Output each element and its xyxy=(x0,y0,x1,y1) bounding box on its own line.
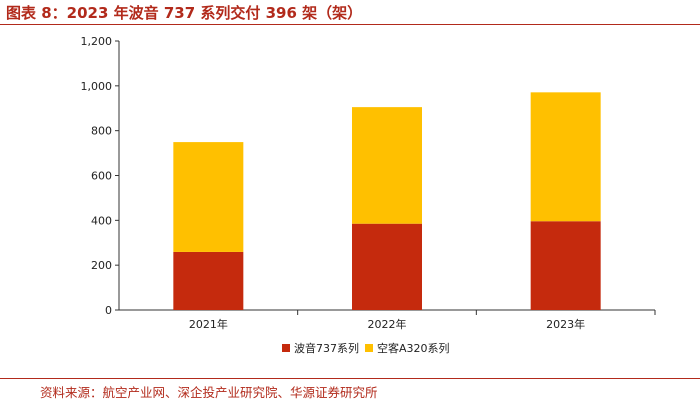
legend-label: 波音737系列 xyxy=(294,341,359,355)
y-tick-label: 400 xyxy=(91,214,112,227)
bar-segment xyxy=(173,251,244,310)
y-tick-label: 1,000 xyxy=(81,80,113,93)
chart-ticks: 0 200 400 600 800 1,000 1,200 2021年 2022年 2023年 xyxy=(81,35,656,331)
y-tick-label: 600 xyxy=(91,170,112,183)
bar-segment xyxy=(173,142,244,252)
bar-segment xyxy=(352,107,422,224)
x-tick-label: 2021年 xyxy=(189,317,228,331)
y-tick-label: 800 xyxy=(91,125,112,138)
legend-swatch xyxy=(365,344,373,352)
source-divider xyxy=(0,378,700,379)
bar-segment xyxy=(530,221,601,310)
bar-segment xyxy=(530,92,601,222)
source-note: 资料来源：航空产业网、深企投产业研究院、华源证券研究所 xyxy=(40,385,378,400)
x-tick-label: 2022年 xyxy=(368,317,407,331)
chart-title: 图表 8：2023 年波音 737 系列交付 396 架（架） xyxy=(6,4,363,22)
x-tick-label: 2023年 xyxy=(546,317,585,331)
legend-label: 空客A320系列 xyxy=(377,341,450,355)
y-tick-label: 1,200 xyxy=(81,35,113,48)
stacked-bar-chart: 0 200 400 600 800 1,000 1,200 2021年 2022年 2023年 波… xyxy=(81,35,656,355)
chart-legend: 波音737系列 空客A320系列 xyxy=(282,341,450,355)
legend-swatch xyxy=(282,344,290,352)
bar-segment xyxy=(352,223,422,310)
y-tick-label: 0 xyxy=(105,304,112,317)
chart-bars xyxy=(173,92,601,310)
y-tick-label: 200 xyxy=(91,259,112,272)
title-divider xyxy=(0,24,700,25)
